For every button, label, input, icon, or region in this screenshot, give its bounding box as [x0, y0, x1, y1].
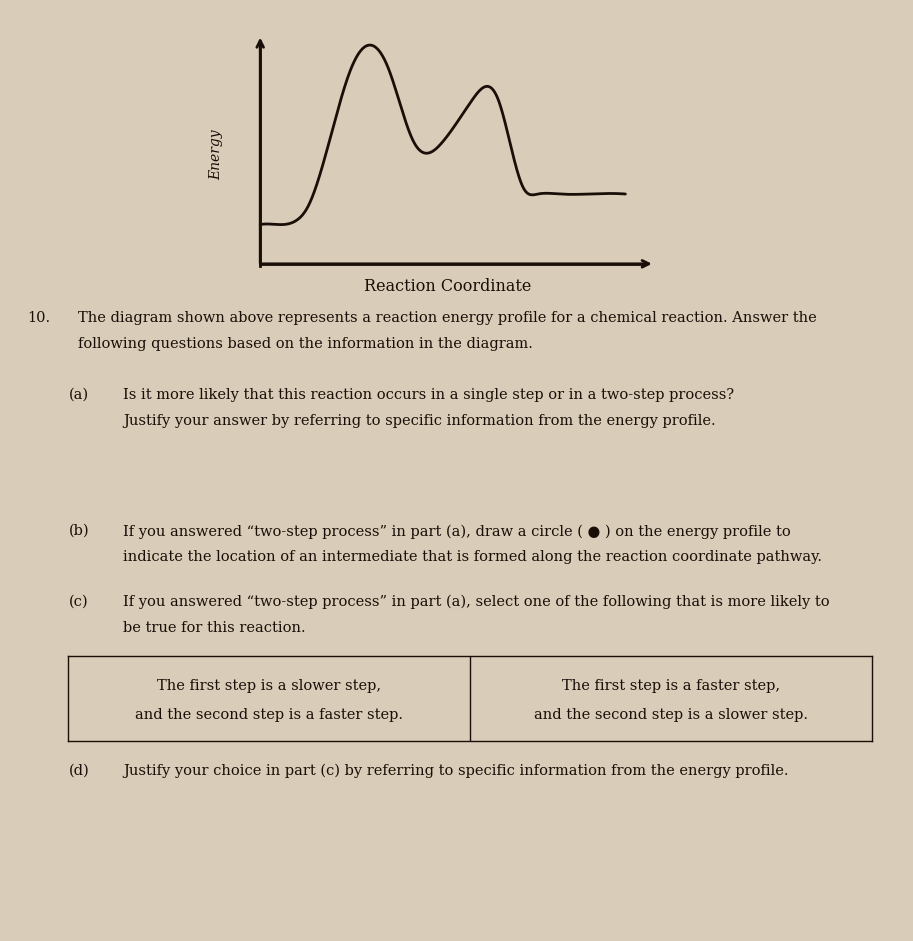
- Text: and the second step is a slower step.: and the second step is a slower step.: [534, 709, 808, 722]
- Text: If you answered “two-step process” in part (a), select one of the following that: If you answered “two-step process” in pa…: [123, 595, 830, 609]
- Text: (b): (b): [68, 524, 89, 538]
- Text: (c): (c): [68, 595, 88, 609]
- Text: indicate the location of an intermediate that is formed along the reaction coord: indicate the location of an intermediate…: [123, 550, 823, 565]
- Text: Justify your choice in part (c) by referring to specific information from the en: Justify your choice in part (c) by refer…: [123, 764, 789, 778]
- Text: following questions based on the information in the diagram.: following questions based on the informa…: [78, 337, 532, 351]
- Text: Reaction Coordinate: Reaction Coordinate: [363, 278, 531, 295]
- Text: The first step is a faster step,: The first step is a faster step,: [562, 678, 780, 693]
- Text: Is it more likely that this reaction occurs in a single step or in a two-step pr: Is it more likely that this reaction occ…: [123, 388, 734, 402]
- Text: and the second step is a faster step.: and the second step is a faster step.: [135, 709, 404, 722]
- Text: (a): (a): [68, 388, 89, 402]
- Text: Energy: Energy: [209, 130, 224, 180]
- Text: The diagram shown above represents a reaction energy profile for a chemical reac: The diagram shown above represents a rea…: [78, 311, 816, 325]
- Text: 10.: 10.: [27, 311, 50, 325]
- Text: The first step is a slower step,: The first step is a slower step,: [157, 678, 382, 693]
- Text: be true for this reaction.: be true for this reaction.: [123, 621, 306, 635]
- Text: Justify your answer by referring to specific information from the energy profile: Justify your answer by referring to spec…: [123, 414, 716, 428]
- Text: If you answered “two-step process” in part (a), draw a circle ( ● ) on the energ: If you answered “two-step process” in pa…: [123, 524, 791, 538]
- Text: (d): (d): [68, 764, 89, 778]
